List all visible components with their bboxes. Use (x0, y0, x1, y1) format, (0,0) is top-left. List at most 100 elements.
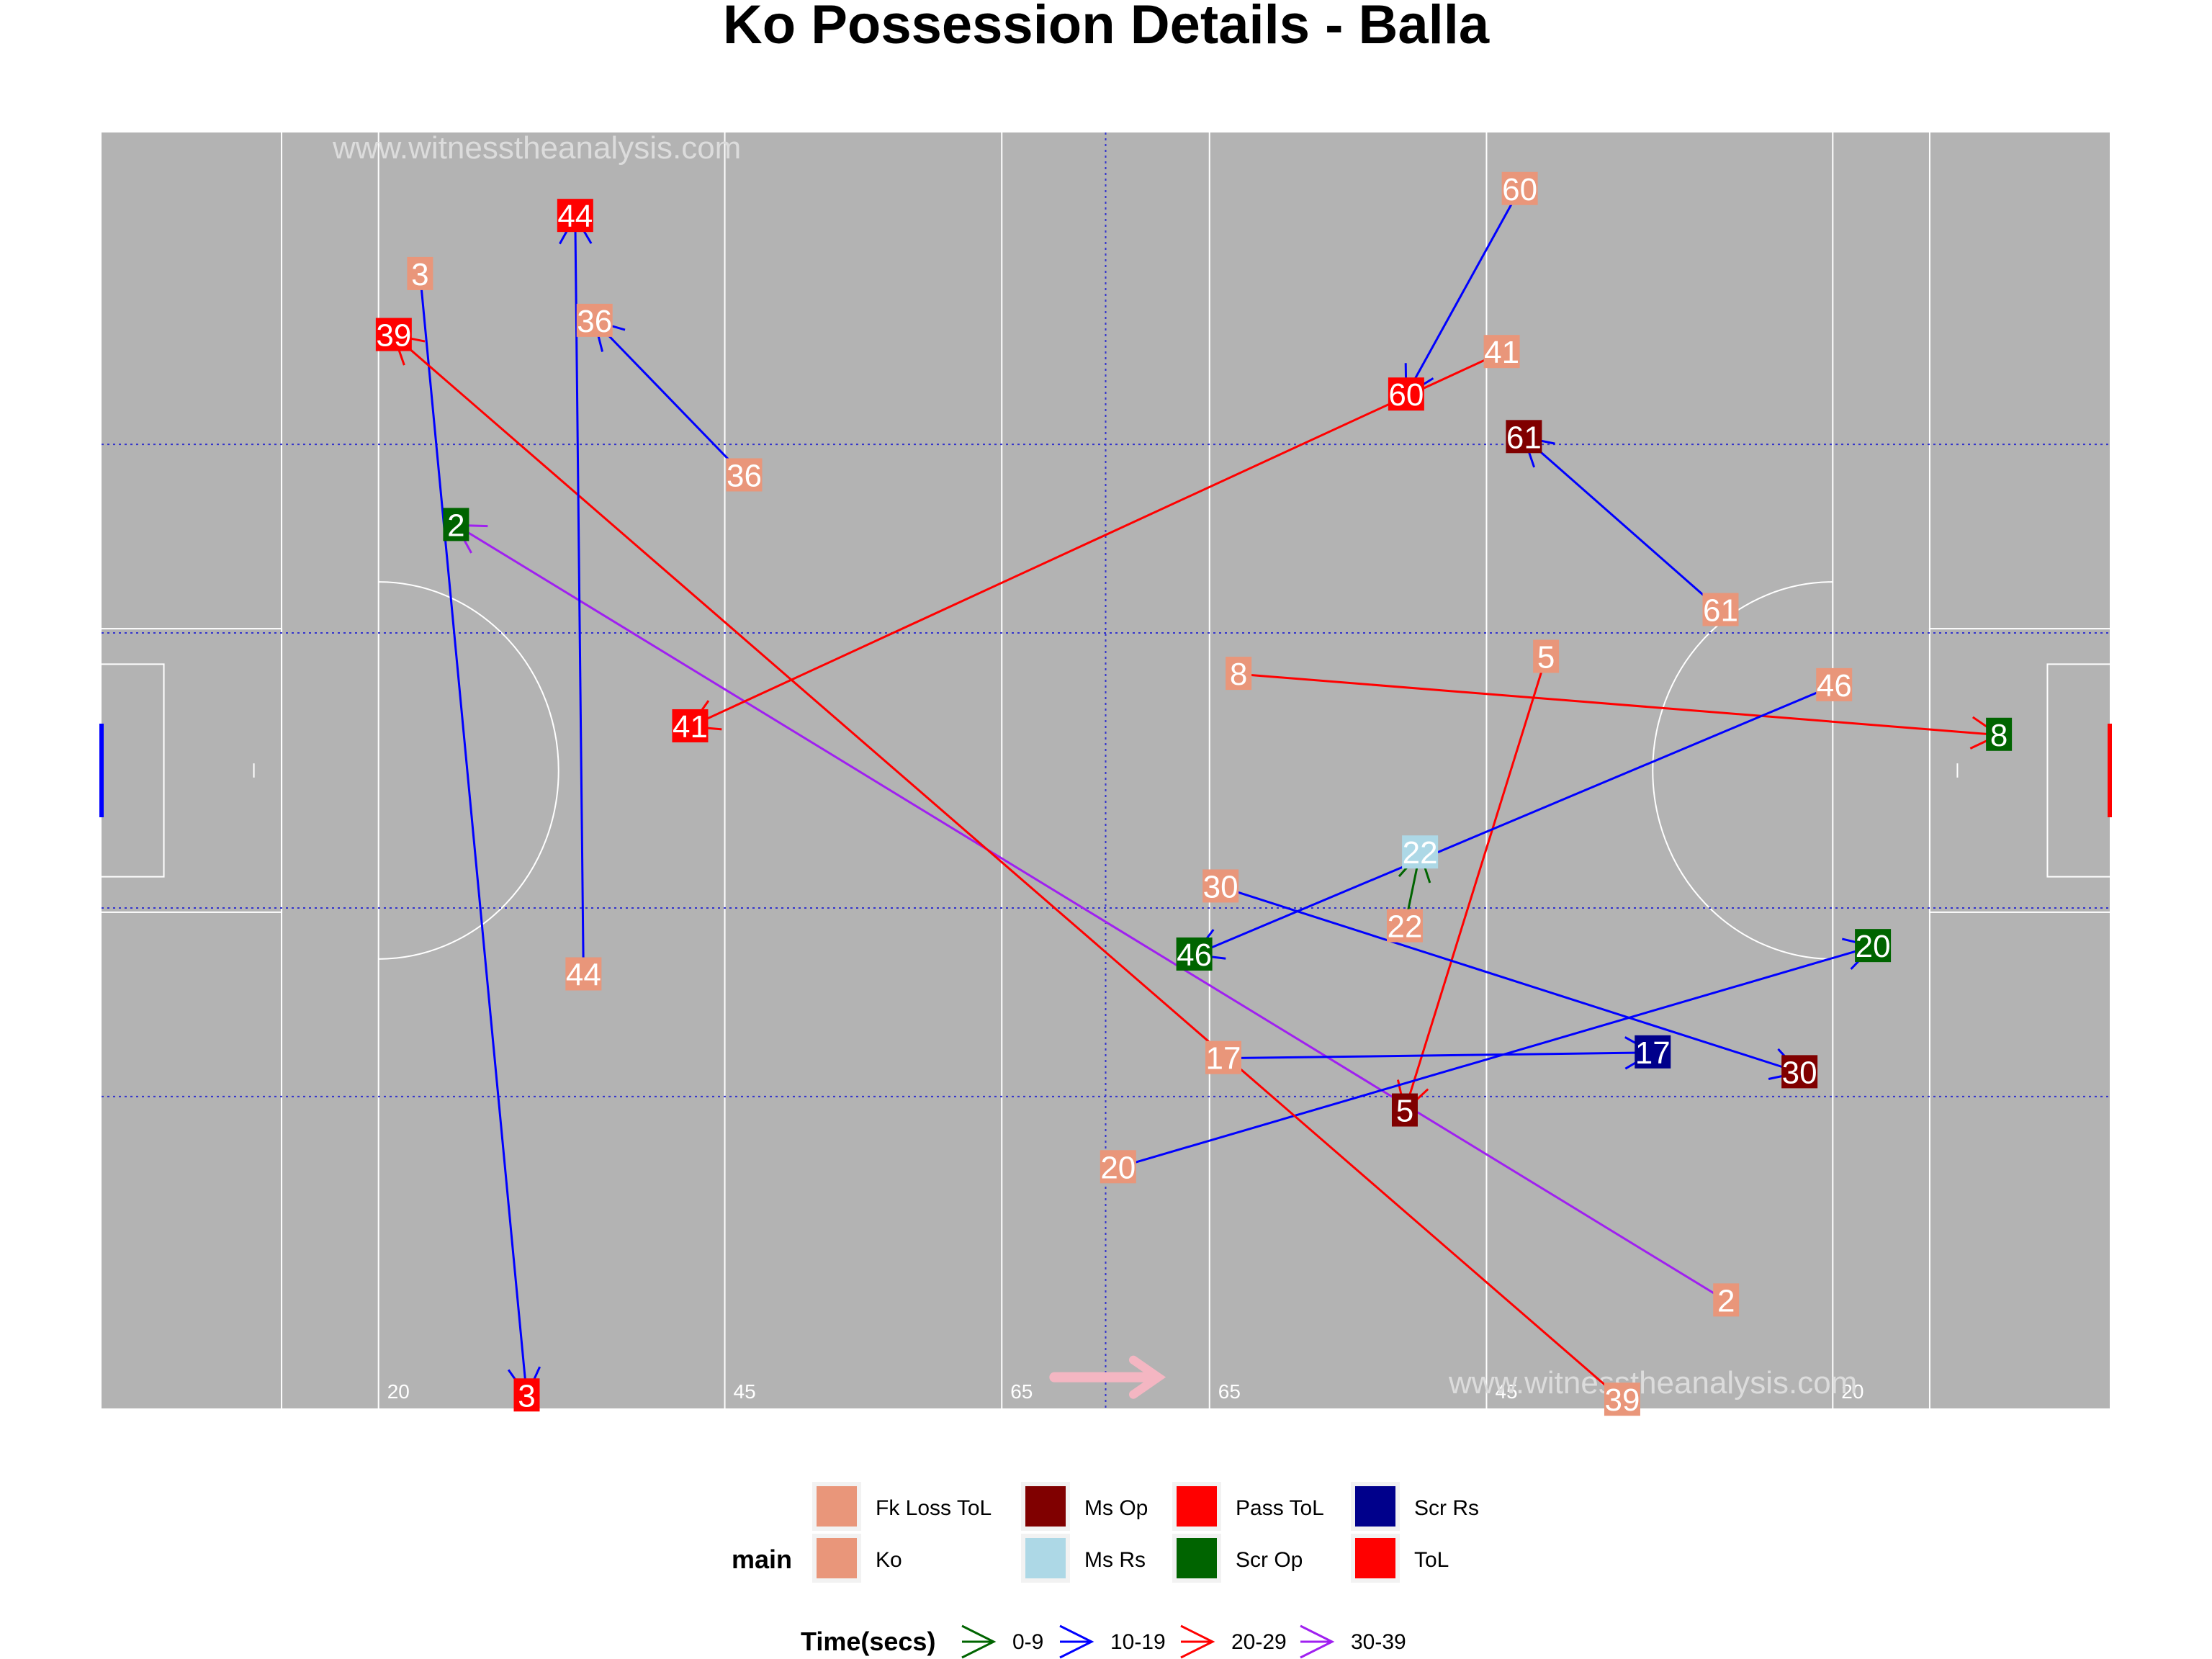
possession-end-label-box (1986, 717, 2013, 751)
possession-end-label-text: 5 (1396, 1094, 1413, 1129)
possession-end-label-box (1391, 1093, 1418, 1127)
legend-key-label: Scr Rs (1414, 1496, 1479, 1520)
left-large-box (102, 628, 283, 913)
possession-arrow (1238, 673, 2000, 737)
possession-origin-label-text: 44 (566, 958, 601, 993)
possession-origin-label-box (1205, 1040, 1241, 1074)
possession-arrow (593, 320, 745, 477)
legend-time-title: Time(secs) (801, 1627, 935, 1656)
possession-end-label-text: 30 (1782, 1055, 1817, 1090)
legend-key-label: Pass ToL (1236, 1496, 1324, 1520)
possession-end-label-text: 46 (1177, 938, 1212, 973)
possession-origin-label-text: 17 (1206, 1041, 1241, 1076)
possession-origin-label-text: 30 (1203, 869, 1238, 904)
legend-key-swatch (1355, 1486, 1395, 1527)
possession-end-label-text: 44 (557, 199, 593, 234)
pitch-tick-label: 65 (1218, 1380, 1241, 1403)
possession-end-label-box (557, 199, 593, 233)
possession-end-label-box (443, 508, 469, 541)
possession-end-label-text: 41 (673, 709, 708, 745)
legend-key-label: Scr Op (1236, 1548, 1303, 1572)
pitch-surface (102, 132, 2110, 1408)
legend-time-label: 10-19 (1110, 1630, 1166, 1654)
right-small-box (2046, 663, 2110, 878)
possession-arrow (689, 351, 1503, 728)
pitch-tick-label: 45 (1495, 1380, 1517, 1403)
possession-origin-label-box (1604, 1382, 1640, 1416)
legend-time-label: 0-9 (1012, 1630, 1043, 1654)
legend-key-label: Ms Op (1084, 1496, 1148, 1520)
chart-title: Ko Possession Details - Balla (723, 0, 1490, 55)
legend-main-title: main (732, 1545, 792, 1574)
possession-arrow (1523, 436, 1722, 611)
watermark-bottom: www.witnesstheanalysis.com (1448, 1365, 1857, 1401)
possession-end-label-box (1402, 835, 1439, 869)
possession-origin-label-text: 5 (1537, 639, 1555, 675)
legend-key-label: Ko (876, 1548, 902, 1572)
direction-arrow-head (1128, 1355, 1166, 1399)
possession-end-label-box (1855, 929, 1892, 963)
possession-origin-label-box (1702, 593, 1739, 626)
possession-origin-label-box (1816, 667, 1853, 701)
legend-key-label: Ms Rs (1084, 1548, 1146, 1572)
possession-origin-label-box (407, 256, 433, 290)
possession-arrow (1194, 684, 1835, 956)
possession-end-label-box (1388, 377, 1424, 411)
pitch-tick-label: 45 (734, 1380, 756, 1403)
watermark-top: www.witnesstheanalysis.com (332, 130, 741, 166)
legend-main: main Fk Loss ToL Ko Ms Op Ms Rs Pass ToL Scr O… (732, 1482, 1479, 1583)
pitch-markings (99, 132, 2112, 1408)
pitch-tick-label: 20 (1841, 1380, 1863, 1403)
possession-end-label-box (576, 303, 613, 337)
possession-end-label-text: 8 (1990, 718, 2008, 753)
possession-origin-label-text: 3 (411, 257, 428, 292)
possession-end-label-text: 22 (1403, 835, 1438, 871)
possession-origin-label-text: 8 (1230, 657, 1247, 692)
legend-key-swatch (817, 1486, 857, 1527)
legend-key-swatch (1025, 1538, 1066, 1578)
possession-arrows (392, 189, 2002, 1401)
legend-key-swatch (1177, 1486, 1217, 1527)
legend-time-label: 30-39 (1351, 1630, 1406, 1654)
possession-arrow (1220, 886, 1800, 1074)
possession-end-label-text: 61 (1506, 420, 1542, 455)
possession-origin-label-box (1713, 1283, 1740, 1317)
possession-origin-label-text: 22 (1387, 909, 1422, 945)
pitch-distance-labels: 20 45 65 65 45 20 (387, 1380, 1864, 1403)
possession-origin-label-text: 2 (1717, 1283, 1735, 1318)
legend-key-swatch (817, 1538, 857, 1578)
possession-origin-label-box (1483, 335, 1520, 369)
legend-key-swatch (1177, 1538, 1217, 1578)
possession-end-label-box (1781, 1055, 1818, 1089)
possession-arrow (392, 334, 1623, 1401)
possession-arrow (1403, 657, 1547, 1111)
legend-time-label: 20-29 (1231, 1630, 1287, 1654)
possession-end-label-text: 60 (1388, 377, 1424, 413)
possession-origin-label-text: 60 (1502, 172, 1537, 207)
possession-origin-label-box (1202, 869, 1239, 903)
left-small-box (102, 663, 165, 878)
possession-origin-label-box (1226, 657, 1252, 691)
possession-origin-label-box (726, 458, 763, 492)
legend-key-label: Fk Loss ToL (876, 1496, 992, 1520)
possession-arrow (1405, 189, 1521, 395)
pitch: 20 45 65 65 45 20 www.witnesstheanalysis.com … (99, 130, 2112, 1408)
possession-end-label-text: 20 (1856, 929, 1891, 964)
possession-end-label-text: 36 (577, 304, 612, 339)
possession-end-label-box (672, 709, 709, 742)
possession-end-label-box (1506, 420, 1542, 454)
possession-origin-label-text: 41 (1484, 335, 1519, 370)
left-arc (378, 581, 559, 960)
pitch-tick-label: 20 (387, 1380, 410, 1403)
right-arc (1653, 581, 1833, 960)
possession-arrow (1223, 1051, 1653, 1060)
possession-origin-label-text: 36 (727, 458, 762, 493)
possession-arrow (574, 216, 585, 975)
possession-origin-label-box (1386, 909, 1423, 943)
possession-arrow (418, 274, 528, 1396)
possession-end-label-text: 17 (1635, 1035, 1671, 1071)
possession-end-label-box (1635, 1035, 1671, 1069)
possession-end-label-text: 39 (376, 318, 411, 354)
